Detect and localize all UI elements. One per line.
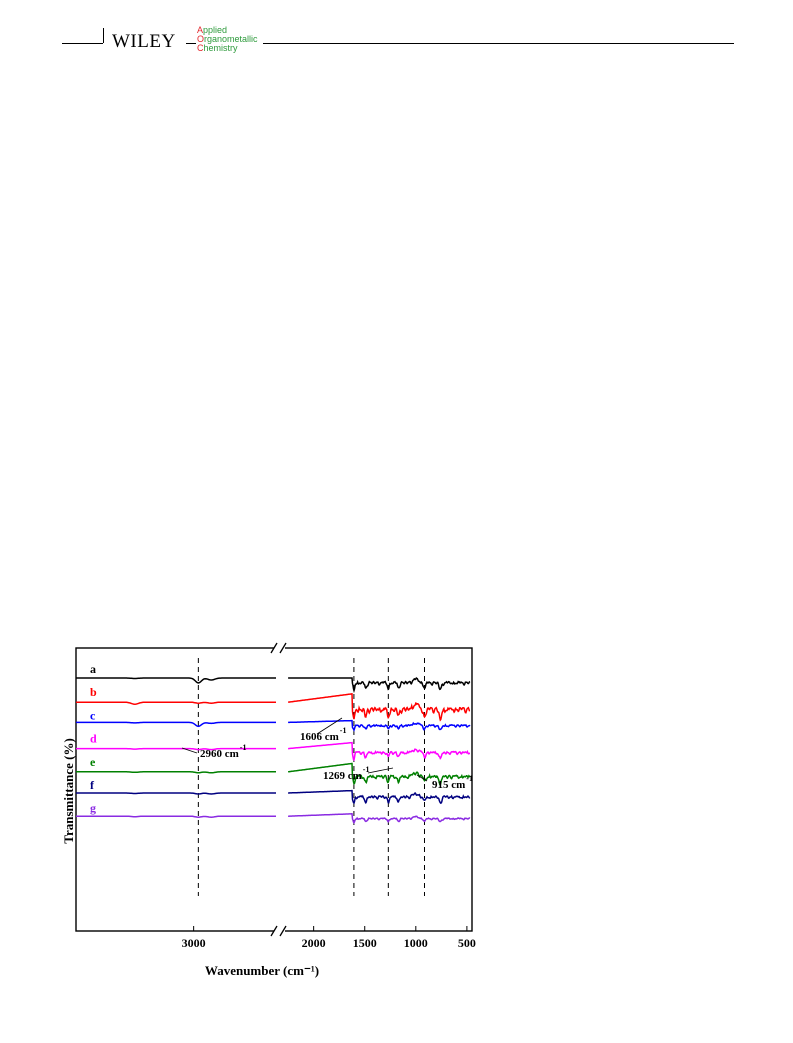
plot-frame bbox=[75, 647, 473, 932]
annotation-label: 1606 cm bbox=[300, 731, 339, 743]
annotation-sup: -1 bbox=[340, 726, 347, 735]
axis-break-gap bbox=[274, 644, 285, 652]
annotation-arrow bbox=[316, 717, 343, 735]
header-tick bbox=[103, 28, 104, 43]
annotation-sup: -1 bbox=[466, 774, 473, 783]
x-tick-label: 3000 bbox=[182, 936, 206, 950]
journal-name: Applied Organometallic Chemistry bbox=[197, 26, 258, 53]
series-label-a: a bbox=[90, 662, 96, 676]
x-tick-label: 1500 bbox=[353, 936, 377, 950]
annotation-sup: -1 bbox=[363, 765, 370, 774]
annotation-label: 1269 cm bbox=[323, 770, 362, 782]
series-label-d: d bbox=[90, 732, 97, 746]
x-axis-label: Wavenumber (cm⁻¹) bbox=[205, 963, 319, 978]
series-label-c: c bbox=[90, 708, 96, 722]
publisher-logo: WILEY bbox=[112, 31, 176, 52]
axis-breaks bbox=[270, 642, 287, 937]
annotation-arrow bbox=[416, 774, 428, 782]
spectrum-line-right bbox=[288, 676, 471, 694]
axis-break-gap bbox=[274, 927, 285, 935]
x-ticks: 3000 2000 1500 1000 500 bbox=[182, 926, 476, 950]
spectra bbox=[76, 676, 471, 825]
annotation-arrow bbox=[367, 767, 394, 774]
header-rule-right bbox=[263, 43, 734, 44]
header-rule-left bbox=[62, 43, 103, 44]
page-header: WILEY Applied Organometallic Chemistry bbox=[0, 0, 793, 60]
spectrum-line-right bbox=[288, 813, 471, 825]
series-label-b: b bbox=[90, 685, 97, 699]
x-tick-label: 1000 bbox=[404, 936, 428, 950]
y-axis-label: Transmittance (%) bbox=[61, 738, 76, 844]
series-label-e: e bbox=[90, 755, 96, 769]
journal-line: Applied bbox=[197, 25, 228, 35]
annotation-sup: -1 bbox=[240, 743, 247, 752]
spectrum-line-left bbox=[76, 701, 276, 705]
spectrum-line-left bbox=[76, 771, 276, 774]
journal-line: Chemistry bbox=[197, 43, 238, 53]
journal-line: Organometallic bbox=[197, 34, 258, 44]
spectrum-line-right bbox=[288, 719, 471, 733]
spectrum-line-left bbox=[76, 677, 276, 684]
axis-break-mark bbox=[270, 642, 278, 654]
x-tick-label: 500 bbox=[458, 936, 476, 950]
series-label-g: g bbox=[90, 801, 96, 815]
header-rule-mid bbox=[186, 43, 196, 44]
axis-break-mark bbox=[279, 925, 287, 937]
spectrum-line-left bbox=[76, 792, 276, 795]
x-tick-label: 2000 bbox=[302, 936, 326, 950]
spectrum-line-right bbox=[287, 762, 471, 787]
annotation-label: 2960 cm bbox=[200, 748, 239, 760]
reference-lines bbox=[197, 658, 425, 896]
annotation-arrow bbox=[181, 747, 198, 754]
spectrum-line-right bbox=[288, 789, 471, 805]
spectrum-line-left bbox=[76, 747, 276, 751]
spectrum-line-right bbox=[287, 693, 471, 722]
spectrum-line-left bbox=[76, 721, 276, 728]
axis-break-mark bbox=[270, 925, 278, 937]
series-label-f: f bbox=[90, 778, 95, 792]
spectrum-line-left bbox=[76, 815, 276, 818]
spectrum-line-right bbox=[288, 741, 470, 762]
axis-break-mark bbox=[279, 642, 287, 654]
annotation-label: 915 cm bbox=[432, 779, 465, 791]
